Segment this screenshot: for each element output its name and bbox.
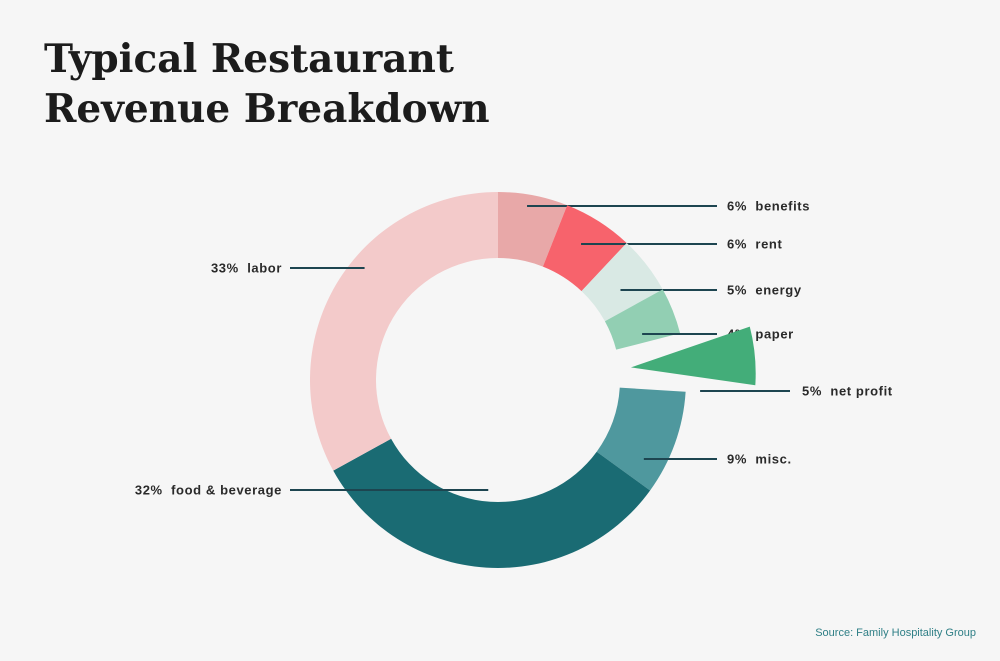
slice-energy	[581, 242, 663, 322]
title-line-2: Revenue Breakdown	[44, 86, 490, 132]
slice-label-rent: 6% rent	[727, 237, 782, 252]
slice-label-food-beverage: 32% food & beverage	[135, 483, 282, 498]
slice-labor	[309, 191, 498, 471]
slice-benefits	[498, 192, 568, 267]
slice-label-misc: 9% misc.	[727, 452, 792, 467]
title-line-1: Typical Restaurant	[44, 36, 454, 82]
slice-food-beverage	[333, 438, 651, 569]
source-note: Source: Family Hospitality Group	[815, 627, 976, 639]
slice-label-labor: 33% labor	[211, 261, 282, 276]
page-title: Typical Restaurant Revenue Breakdown	[44, 34, 490, 134]
slice-net-profit	[630, 326, 756, 386]
slice-label-benefits: 6% benefits	[727, 199, 810, 214]
slice-rent	[542, 205, 627, 292]
slice-misc	[596, 387, 686, 491]
slice-label-energy: 5% energy	[727, 283, 802, 298]
slice-label-net-profit: 5% net profit	[802, 384, 893, 399]
